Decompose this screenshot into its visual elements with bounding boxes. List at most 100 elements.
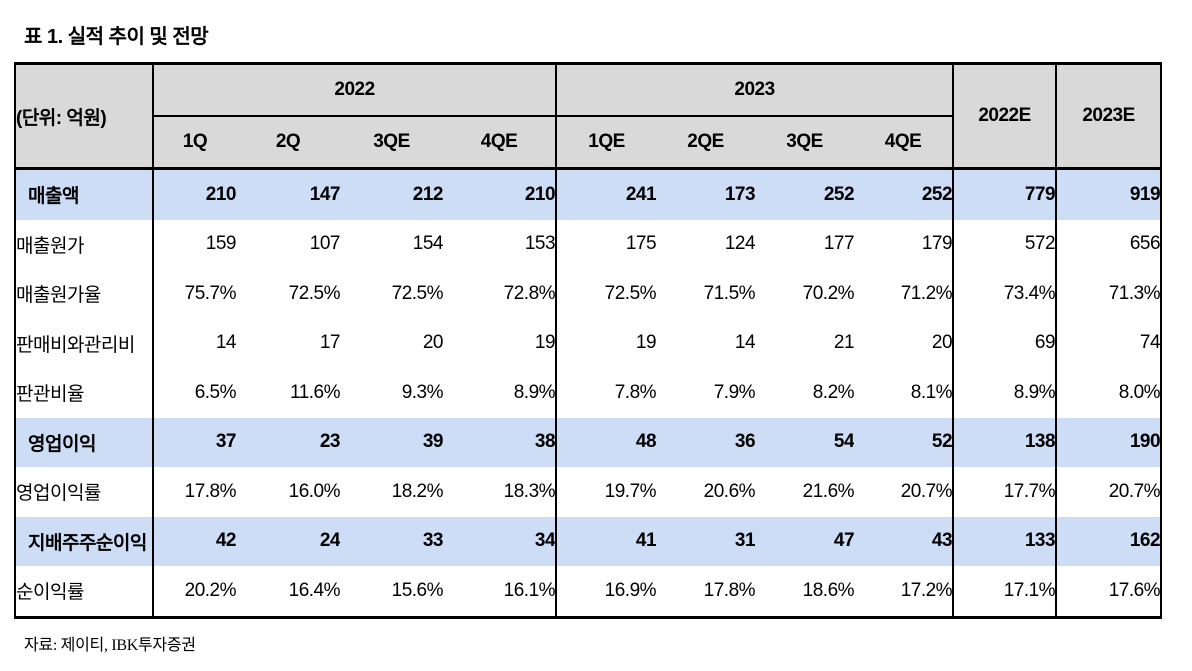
cell-value: 72.5%	[288, 282, 340, 304]
cell-value: 69	[952, 318, 1057, 368]
row-label: 매출액	[15, 168, 153, 220]
cell-value: 162	[1055, 516, 1162, 566]
cell-value: 252	[755, 168, 855, 220]
earnings-table: (단위: 억원) 2022 2023 2022E 2023E 1Q 2Q 3QE…	[14, 62, 1163, 619]
cell-value: 18.6%	[802, 579, 855, 601]
cell-value: 190	[1055, 417, 1162, 467]
cell-value: 18.2%	[391, 480, 443, 502]
row-label: 매출원가율	[16, 285, 101, 307]
cell-value: 14	[152, 318, 236, 368]
col-header-2023-2qe: 2QE	[656, 116, 756, 170]
cell-value: 159	[152, 219, 236, 269]
cell-value: 19.7%	[555, 467, 657, 517]
cell-value: 71.3%	[1055, 269, 1162, 319]
cell-value: 16.1%	[503, 579, 556, 601]
cell-value: 38	[443, 417, 557, 467]
cell-value: 124	[724, 233, 756, 255]
table-row: 매출액 210 147 212 210 241 173 252 252 779 919	[15, 168, 1162, 220]
cell-value: 20	[931, 332, 953, 354]
cell-value: 147	[236, 168, 340, 220]
row-label: 판매비와관리비	[16, 334, 135, 356]
cell-value: 24	[236, 516, 340, 566]
cell-value: 33	[340, 516, 443, 566]
cell-value: 212	[340, 168, 443, 220]
cell-value: 17.1%	[952, 566, 1057, 617]
cell-value: 23	[236, 417, 340, 467]
cell-value: 72.8%	[503, 282, 556, 304]
col-header-2022-1q: 1Q	[152, 116, 236, 170]
cell-value: 572	[952, 219, 1057, 269]
unit-label-cell: (단위: 억원)	[15, 63, 153, 170]
table-body: 매출액 210 147 212 210 241 173 252 252 779 919 매출원가 159…	[15, 168, 1162, 617]
table-row: 매출원가 159 107 154 153 175 124 177 179 572 656	[15, 219, 1162, 269]
row-label: 판관비율	[16, 384, 84, 406]
row-label: 영업이익률	[16, 483, 101, 505]
cell-value: 15.6%	[391, 579, 443, 601]
cell-value: 42	[152, 516, 236, 566]
year-group-2022: 2022	[151, 63, 557, 117]
cell-value: 47	[755, 516, 855, 566]
cell-value: 20.7%	[1055, 467, 1162, 517]
cell-value: 175	[555, 219, 657, 269]
cell-value: 8.9%	[513, 381, 556, 403]
cell-value: 16.4%	[288, 579, 340, 601]
col-header-2023-4qe: 4QE	[854, 116, 954, 170]
cell-value: 37	[152, 417, 236, 467]
cell-value: 16.0%	[288, 480, 340, 502]
source-note: 자료: 제이티, IBK투자증권	[24, 637, 196, 654]
table-row: 매출원가율 75.7% 72.5% 72.5% 72.8% 72.5% 71.5% 70.2%…	[15, 269, 1162, 319]
cell-value: 17	[319, 332, 340, 354]
cell-value: 138	[952, 417, 1057, 467]
row-label: 매출원가	[16, 235, 84, 257]
header-row-quarters: 1Q 2Q 3QE 4QE 1QE 2QE 3QE 4QE	[15, 116, 1161, 170]
cell-value: 7.8%	[555, 368, 657, 418]
cell-value: 8.0%	[1055, 368, 1162, 418]
cell-value: 34	[443, 516, 557, 566]
table-row: 영업이익률 17.8% 16.0% 18.2% 18.3% 19.7% 20.6% 21.6%…	[15, 467, 1162, 517]
col-header-2022-4qe: 4QE	[443, 116, 557, 170]
cell-value: 241	[555, 168, 657, 220]
cell-value: 71.2%	[900, 282, 953, 304]
cell-value: 177	[823, 233, 855, 255]
cell-value: 48	[555, 417, 657, 467]
cell-value: 18.3%	[503, 480, 556, 502]
header-row-years: (단위: 억원) 2022 2023 2022E 2023E	[15, 63, 1162, 170]
cell-value: 70.2%	[802, 282, 855, 304]
cell-value: 17.8%	[152, 467, 236, 517]
col-header-2022e: 2022E	[952, 63, 1057, 170]
cell-value: 210	[443, 168, 557, 220]
table-row: 판매비와관리비 14 17 20 19 19 14 21 20 69 74	[15, 318, 1162, 368]
cell-value: 153	[524, 233, 556, 255]
row-label: 영업이익	[15, 417, 153, 467]
cell-value: 41	[555, 516, 657, 566]
cell-value: 39	[340, 417, 443, 467]
cell-value: 252	[854, 168, 954, 220]
cell-value: 779	[952, 168, 1057, 220]
cell-value: 17.8%	[703, 579, 756, 601]
cell-value: 8.1%	[910, 381, 953, 403]
cell-value: 36	[656, 417, 756, 467]
year-group-2023: 2023	[555, 63, 954, 117]
cell-value: 74	[1055, 318, 1162, 368]
cell-value: 14	[734, 332, 756, 354]
cell-value: 107	[309, 233, 340, 255]
cell-value: 17.6%	[1055, 566, 1162, 617]
col-header-2022-2q: 2Q	[236, 116, 340, 170]
cell-value: 72.5%	[391, 282, 443, 304]
col-header-2023e: 2023E	[1055, 63, 1162, 170]
cell-value: 73.4%	[952, 269, 1057, 319]
cell-value: 11.6%	[290, 381, 340, 403]
cell-value: 75.7%	[152, 269, 236, 319]
cell-value: 173	[656, 168, 756, 220]
table-row: 영업이익 37 23 39 38 48 36 54 52 138 190	[15, 417, 1162, 467]
cell-value: 210	[152, 168, 236, 220]
cell-value: 154	[412, 233, 443, 255]
table-row: 순이익률 20.2% 16.4% 15.6% 16.1% 16.9% 17.8% 18.6% 1…	[15, 566, 1162, 617]
cell-value: 656	[1055, 219, 1162, 269]
cell-value: 17.2%	[900, 579, 953, 601]
cell-value: 8.9%	[952, 368, 1057, 418]
cell-value: 71.5%	[703, 282, 756, 304]
cell-value: 21	[833, 332, 855, 354]
cell-value: 72.5%	[555, 269, 657, 319]
row-label: 지배주주순이익	[15, 516, 153, 566]
